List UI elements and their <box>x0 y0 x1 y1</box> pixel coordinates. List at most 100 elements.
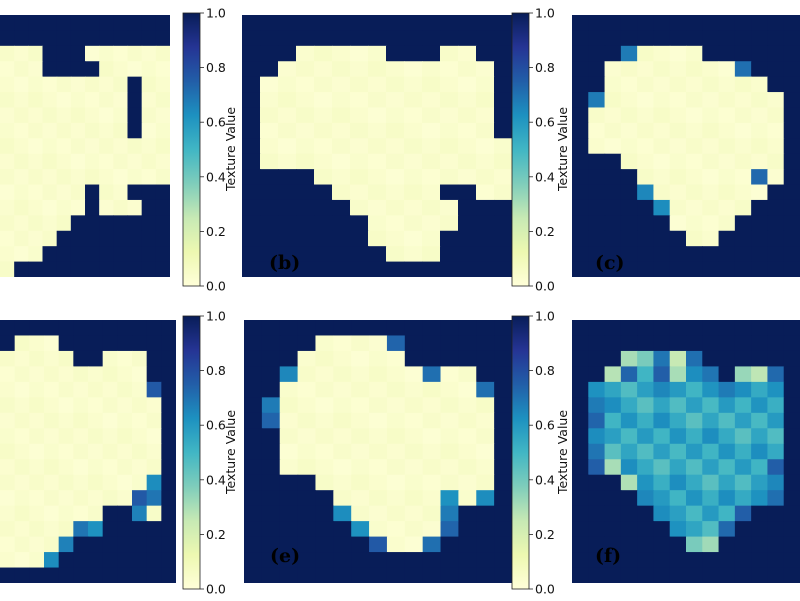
heatmap-cell <box>386 61 405 78</box>
heatmap-cell <box>14 459 30 476</box>
heatmap-cell <box>422 215 441 232</box>
heatmap-cell <box>440 107 459 124</box>
heatmap-cell <box>404 381 424 398</box>
heatmap-cell <box>669 567 687 583</box>
heatmap-cell <box>242 199 261 216</box>
heatmap-cell <box>161 366 176 383</box>
heatmap-cell <box>369 397 388 414</box>
heatmap-cell <box>113 30 129 47</box>
heatmap-cell <box>88 428 104 445</box>
heatmap-cell <box>767 397 785 414</box>
heatmap-cell <box>42 230 58 247</box>
heatmap-cell <box>386 366 406 383</box>
heatmap-cell <box>332 45 351 62</box>
heatmap-cell <box>588 552 606 569</box>
heatmap-cell <box>702 552 720 569</box>
heatmap-cell <box>332 261 351 277</box>
heatmap-cell <box>260 92 279 109</box>
heatmap-cell <box>368 30 387 47</box>
heatmap-cell <box>702 261 720 277</box>
heatmap-cell <box>588 412 606 429</box>
heatmap-cell <box>369 474 388 491</box>
heatmap-cell <box>440 443 459 460</box>
heatmap-cell <box>604 45 622 62</box>
heatmap-cell <box>767 536 785 553</box>
heatmap-cell <box>260 61 279 78</box>
colorbar-tick-label: 0.6 <box>535 418 555 433</box>
heatmap-cell <box>99 15 114 32</box>
heatmap-cell <box>386 350 406 368</box>
heatmap-cell <box>296 107 315 124</box>
heatmap-cell <box>14 215 29 232</box>
heatmap-cell <box>386 443 406 460</box>
heatmap-cell <box>422 261 441 277</box>
heatmap-cell <box>620 107 638 124</box>
heatmap-cell <box>718 215 736 232</box>
heatmap-cell <box>458 45 477 62</box>
heatmap-cell <box>155 76 170 93</box>
heatmap-cell <box>314 215 333 232</box>
heatmap-cell <box>44 490 60 507</box>
heatmap-cell <box>404 366 424 383</box>
heatmap-cell <box>242 61 261 78</box>
heatmap-cell <box>113 246 129 263</box>
heatmap-cell <box>244 490 263 507</box>
heatmap-cell <box>440 350 459 368</box>
heatmap-cell <box>278 45 297 62</box>
heatmap-cell <box>751 61 769 78</box>
heatmap-cell <box>261 490 281 507</box>
heatmap-cell <box>637 443 655 460</box>
heatmap-cell <box>155 199 170 216</box>
heatmap-cell <box>751 397 769 414</box>
heatmap-cell <box>386 381 406 398</box>
heatmap-cell <box>279 412 299 429</box>
heatmap-cell <box>476 15 495 32</box>
heatmap-cell <box>620 199 638 216</box>
heatmap-cell <box>333 459 352 476</box>
heatmap-cell <box>494 350 512 368</box>
heatmap-panel-f <box>572 320 800 583</box>
heatmap-cell <box>653 552 671 569</box>
heatmap-cell <box>117 428 133 445</box>
heatmap-cell <box>588 15 606 32</box>
heatmap-cell <box>686 350 703 368</box>
heatmap-cell <box>127 15 143 32</box>
heatmap-cell <box>751 30 769 47</box>
heatmap-cell <box>440 567 459 583</box>
heatmap-cell <box>494 474 512 491</box>
heatmap-cell <box>333 567 352 583</box>
heatmap-cell <box>244 505 263 522</box>
heatmap-cell <box>132 412 148 429</box>
heatmap-cell <box>244 567 263 583</box>
heatmap-cell <box>279 397 299 414</box>
heatmap-cell <box>314 184 333 201</box>
heatmap-cell <box>350 230 369 247</box>
heatmap-cell <box>476 107 495 124</box>
heatmap-cell <box>751 261 769 277</box>
heatmap-cell <box>127 215 143 232</box>
heatmap-cell <box>458 199 477 216</box>
heatmap-cell <box>314 261 333 277</box>
heatmap-cell <box>783 184 800 201</box>
heatmap-cell <box>279 536 299 553</box>
heatmap-cell <box>351 397 370 414</box>
heatmap-cell <box>29 397 45 414</box>
heatmap-cell <box>146 505 162 522</box>
heatmap-cell <box>70 230 86 247</box>
heatmap-cell <box>0 552 16 569</box>
heatmap-cell <box>113 92 129 109</box>
heatmap-cell <box>0 184 15 201</box>
heatmap-cell <box>572 184 589 201</box>
heatmap-cell <box>368 261 387 277</box>
heatmap-cell <box>242 76 261 93</box>
heatmap-cell <box>783 443 800 460</box>
heatmap-cell <box>102 521 118 538</box>
heatmap-cell <box>783 61 800 78</box>
heatmap-cell <box>588 366 606 383</box>
heatmap-cell <box>734 443 752 460</box>
heatmap-cell <box>620 490 638 507</box>
heatmap-cell <box>767 246 785 263</box>
heatmap-cell <box>386 169 405 186</box>
heatmap-cell <box>669 138 687 155</box>
heatmap-cell <box>669 521 687 538</box>
